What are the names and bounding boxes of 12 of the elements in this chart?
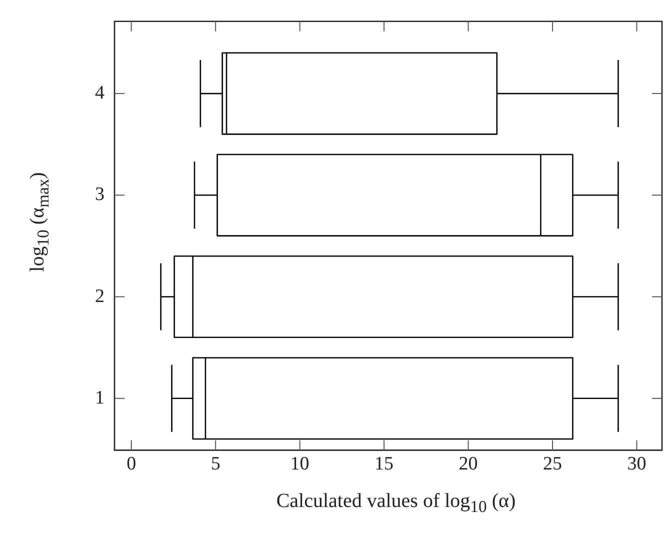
- y-tick-label: 4: [95, 82, 105, 104]
- x-tick-label: 20: [458, 454, 478, 475]
- y-tick-label: 3: [95, 184, 104, 206]
- y-tick-label: 1: [95, 387, 104, 408]
- y-tick-label: 2: [95, 286, 104, 307]
- x-tick-label: 0: [126, 454, 136, 475]
- x-axis-title: Calculated values of log$_{10}$ (α): [275, 490, 517, 517]
- x-tick-label: 15: [374, 454, 394, 475]
- x-tick-label: 25: [543, 454, 562, 475]
- x-tick-label: 30: [627, 454, 646, 475]
- x-tick-label: 10: [290, 454, 310, 475]
- x-tick-label: 5: [210, 454, 220, 475]
